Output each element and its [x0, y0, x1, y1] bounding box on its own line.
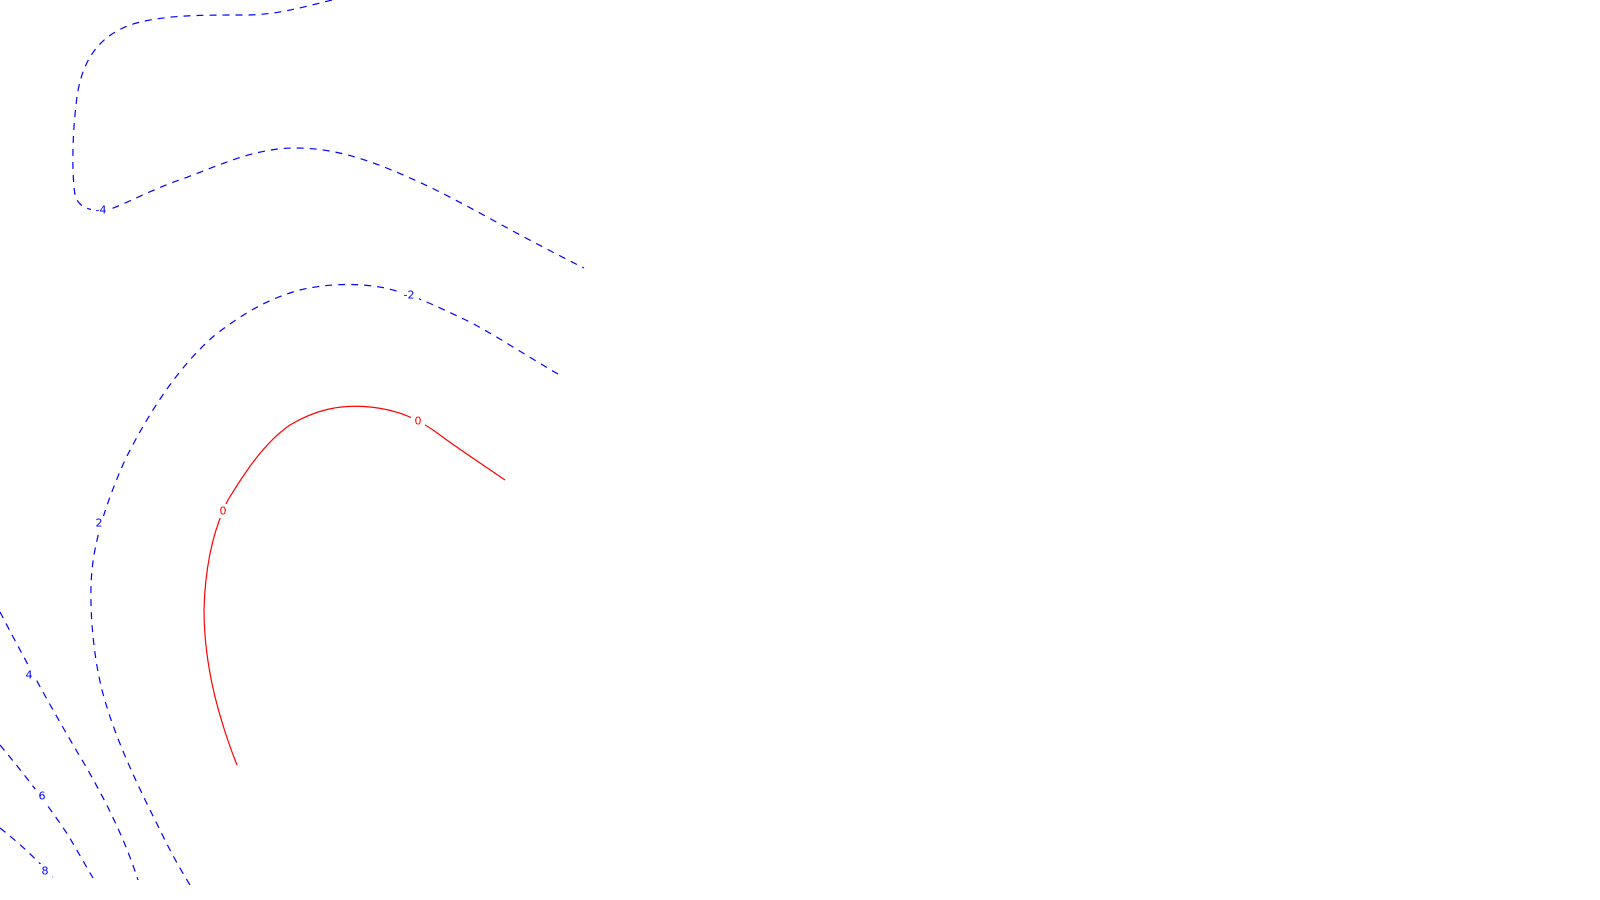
contour-line-neg2-main	[90, 283, 559, 886]
contour-label-zero-2: 0	[220, 505, 227, 518]
contour-label-bg	[92, 516, 106, 530]
contour-label-zero-1: 0	[415, 415, 422, 428]
contour-label-neg4-lower-1: 4	[26, 669, 33, 682]
contour-line-neg6-lower	[0, 744, 94, 879]
contour-label-neg6-lower-1: 6	[39, 790, 46, 803]
contour-lines	[0, 0, 585, 886]
contour-line-neg4-upper	[72, 0, 585, 269]
contour-label-bg	[411, 414, 425, 428]
contour-line-zero	[203, 405, 506, 766]
contour-label-bg	[91, 203, 111, 217]
contour-label-bg	[22, 668, 36, 682]
contour-label-neg4-upper-1: -4	[96, 204, 107, 217]
contour-label-bg	[216, 504, 230, 518]
contour-line-neg4-lower	[0, 611, 139, 881]
contour-labels: -4 -2 2 0 0 4 6 8	[22, 203, 425, 878]
contour-label-bg	[399, 288, 419, 302]
contour-label-bg	[35, 789, 49, 803]
contour-label-neg2-main-2: 2	[96, 517, 103, 530]
contour-label-neg2-main-1: -2	[404, 289, 415, 302]
contour-label-neg8-lower-1: 8	[42, 865, 49, 878]
contour-label-bg	[38, 864, 52, 878]
